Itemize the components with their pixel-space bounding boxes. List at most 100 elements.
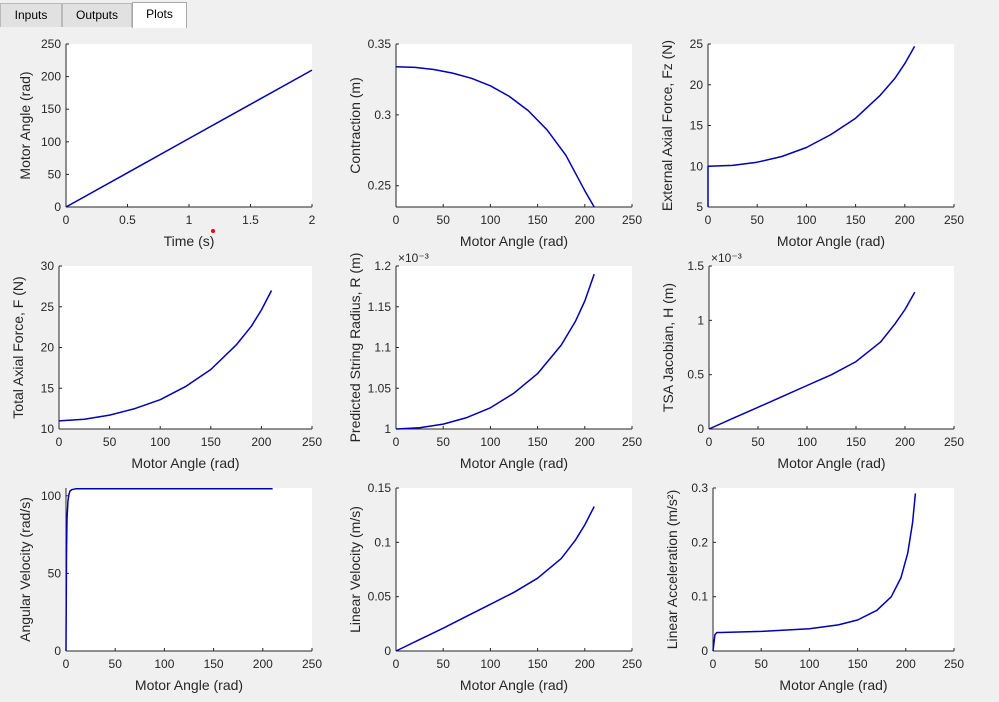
series-line (395, 506, 595, 652)
series-line (707, 46, 916, 207)
plot-area (66, 488, 312, 651)
y-axis-label: Angular Velocity (rad/s) (17, 497, 33, 642)
x-tick-label: 1 (186, 213, 193, 227)
x-tick-label: 250 (622, 657, 642, 671)
y-tick-label: 1.05 (368, 381, 392, 395)
plot-area (396, 488, 632, 651)
x-tick-label: 100 (796, 213, 816, 227)
y-tick-label: 10 (690, 159, 704, 173)
x-tick-label: 150 (528, 657, 548, 671)
plot-area (59, 266, 312, 429)
x-axis-label: Motor Angle (rad) (460, 677, 568, 693)
y-tick-label: 15 (41, 381, 55, 395)
x-tick-label: 200 (896, 657, 916, 671)
y-axis-label: TSA Jacobian, H (m) (660, 283, 676, 412)
tab-outputs[interactable]: Outputs (62, 3, 132, 27)
y-tick-label: 1.5 (687, 259, 704, 273)
x-tick-label: 0 (706, 435, 713, 449)
chart-8: 0 50 100 150 200 250 0 0.05 0.1 0.15 Motor Angle (… (347, 481, 642, 693)
y-tick-label: 0.3 (374, 108, 391, 122)
x-tick-label: 200 (253, 657, 273, 671)
x-tick-label: 50 (437, 657, 451, 671)
x-tick-label: 150 (846, 435, 866, 449)
x-tick-label: 150 (528, 435, 548, 449)
x-tick-label: 200 (575, 213, 595, 227)
x-tick-label: 1.5 (242, 213, 259, 227)
y-tick-label: 50 (48, 566, 62, 580)
y-tick-label: 20 (690, 78, 704, 92)
x-tick-label: 50 (109, 657, 123, 671)
chart-4: 0 50 100 150 200 250 10 15 20 25 30 Motor Angle (ra… (10, 259, 322, 471)
x-tick-label: 250 (622, 213, 642, 227)
y-tick-label: 150 (41, 102, 61, 116)
x-tick-label: 250 (944, 435, 964, 449)
plot-area (709, 266, 954, 429)
series-line (395, 273, 595, 430)
y-axis-label: Linear Acceleration (m/s²) (664, 490, 680, 650)
x-tick-label: 200 (895, 435, 915, 449)
x-axis-label: Motor Angle (rad) (131, 455, 239, 471)
y-tick-label: 0 (384, 644, 391, 658)
x-tick-label: 0 (705, 213, 712, 227)
chart-5: 0 50 100 150 200 250 1 1.05 1.1 1.15 1.2 ×10⁻³ Motor… (347, 251, 642, 471)
x-axis-label: Motor Angle (rad) (777, 455, 885, 471)
x-tick-label: 150 (201, 435, 221, 449)
y-tick-label: 0.1 (691, 590, 708, 604)
x-tick-label: 0 (63, 657, 70, 671)
y-tick-label: 200 (41, 70, 61, 84)
x-tick-label: 50 (437, 435, 451, 449)
x-tick-label: 0 (56, 435, 63, 449)
y-tick-label: 25 (41, 300, 55, 314)
x-tick-label: 50 (751, 213, 765, 227)
x-tick-label: 50 (751, 435, 765, 449)
chart-6: 0 50 100 150 200 250 0 0.5 1 1.5 ×10⁻³ Motor Angle … (660, 251, 964, 471)
y-tick-label: 0 (54, 200, 61, 214)
y-tick-label: 20 (41, 341, 55, 355)
y-axis-label: Linear Velocity (m/s) (347, 506, 363, 633)
y-tick-label: 0.25 (368, 179, 392, 193)
chart-1: 0 0.5 1 1.5 2 0 50 100 150 200 250 Time (s) Motor An… (17, 37, 316, 249)
y-tick-label: 0 (697, 422, 704, 436)
x-axis-label: Motor Angle (rad) (460, 455, 568, 471)
y-tick-label: 5 (696, 200, 703, 214)
x-tick-label: 200 (251, 435, 271, 449)
x-tick-label: 0 (63, 213, 70, 227)
y-axis-label: Predicted String Radius, R (m) (347, 253, 363, 443)
series-line (712, 493, 917, 652)
y-tick-label: 0.35 (368, 37, 392, 51)
y-tick-label: 1 (697, 313, 704, 327)
y-tick-label: 0.1 (374, 535, 391, 549)
exponent-label: ×10⁻³ (711, 251, 742, 265)
y-tick-label: 30 (41, 259, 55, 273)
y-axis-label: Contraction (m) (347, 77, 363, 173)
x-tick-label: 100 (480, 657, 500, 671)
x-axis-label: Motor Angle (rad) (460, 233, 568, 249)
y-tick-label: 15 (690, 119, 704, 133)
y-axis-label: Total Axial Force, F (N) (10, 276, 26, 418)
tab-inputs[interactable]: Inputs (0, 3, 62, 27)
y-tick-label: 1.15 (368, 300, 392, 314)
x-tick-label: 250 (944, 213, 964, 227)
x-tick-label: 100 (799, 657, 819, 671)
series-line (65, 488, 273, 652)
plot-area (708, 44, 954, 207)
y-tick-label: 100 (41, 489, 61, 503)
y-tick-label: 0 (701, 644, 708, 658)
plot-area (713, 488, 954, 651)
y-tick-label: 25 (690, 37, 704, 51)
x-tick-label: 150 (204, 657, 224, 671)
y-tick-label: 1.2 (374, 259, 391, 273)
x-tick-label: 0 (710, 657, 717, 671)
x-axis-label: Motor Angle (rad) (779, 677, 887, 693)
x-tick-label: 200 (895, 213, 915, 227)
plot-area (66, 44, 312, 207)
x-tick-label: 0 (393, 657, 400, 671)
series-line (65, 69, 313, 208)
x-tick-label: 100 (150, 435, 170, 449)
series-line (58, 290, 273, 422)
x-tick-label: 50 (103, 435, 117, 449)
tab-plots[interactable]: Plots (132, 2, 187, 28)
plot-area (396, 44, 632, 207)
plot-area (396, 266, 632, 429)
